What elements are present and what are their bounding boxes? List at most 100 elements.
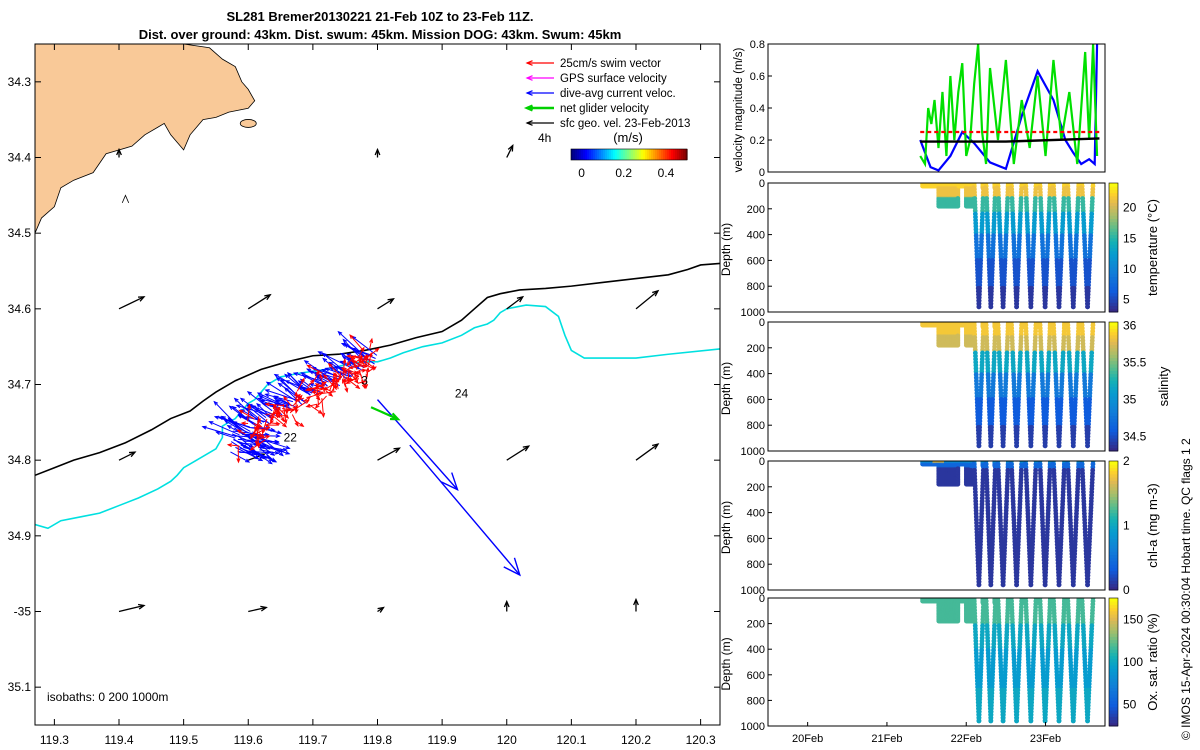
arrow-shaft: [274, 374, 308, 394]
colorbar-cell: [593, 149, 596, 160]
arrow-head: [264, 393, 270, 398]
section-colorbar-cell: [1109, 253, 1118, 258]
arrow-shaft: [265, 393, 294, 403]
section-colorbar-cell: [1109, 215, 1118, 219]
arrow-head: [350, 347, 356, 352]
current-vector: [264, 389, 300, 402]
swim-vector: [281, 408, 296, 413]
isobath-note: isobaths: 0 200 1000m: [47, 690, 168, 704]
arrow-shaft: [240, 444, 273, 461]
legend-arrow: [525, 120, 554, 126]
arrow-head: [272, 458, 278, 463]
arrow-shaft: [343, 367, 358, 375]
section-y-tick-label: 0: [759, 317, 765, 329]
swim-vector: [342, 374, 349, 393]
arrow-head: [116, 147, 122, 156]
section-colorbar-cell: [1109, 195, 1118, 200]
section-y-tick-label: 1000: [741, 307, 765, 319]
arrow-head: [273, 397, 279, 402]
arrow-head: [354, 378, 359, 384]
section-sample: [976, 443, 982, 449]
arrow-shaft: [369, 338, 373, 349]
section-sample: [1078, 185, 1084, 191]
arrow-shaft: [268, 407, 281, 418]
arrow-shaft: [287, 372, 311, 396]
arrow-shaft: [342, 378, 360, 382]
arrow-head: [342, 338, 348, 344]
swim-vector: [226, 443, 240, 448]
section-sample: [1036, 324, 1042, 330]
arrow-head: [275, 406, 281, 412]
arrow-head: [264, 389, 270, 393]
colorbar-cell: [599, 149, 602, 160]
geo-velocity-vector: [118, 451, 137, 461]
current-vector: [264, 393, 294, 403]
section-colorbar-cell: [1109, 260, 1118, 265]
colorbar-cell: [641, 149, 644, 160]
arrow-shaft: [376, 399, 459, 491]
arrow-head: [274, 450, 280, 455]
colorbar-cell: [585, 149, 588, 160]
arrow-head: [525, 120, 533, 126]
arrow-shaft: [318, 351, 353, 369]
arrow-head: [357, 360, 364, 365]
current-vector: [201, 425, 237, 438]
swim-vector: [294, 404, 299, 414]
arrow-head: [522, 445, 531, 452]
arrow-head: [232, 421, 238, 426]
swim-vector: [294, 397, 305, 402]
section-sample: [970, 324, 976, 330]
arrow-head: [270, 419, 274, 425]
colorbar-cell: [619, 149, 622, 160]
arrow-head: [254, 455, 260, 460]
arrow-head: [292, 372, 299, 377]
arrow-shaft: [370, 406, 399, 421]
section-sample: [1056, 443, 1062, 449]
arrow-head: [358, 354, 363, 360]
section-sample: [982, 185, 988, 191]
arrow-head: [275, 413, 281, 419]
geo-velocity-vector: [506, 295, 525, 310]
section-colorbar-cell: [1109, 325, 1118, 329]
arrow-head: [260, 605, 268, 612]
current-vector: [208, 421, 240, 436]
arrow-head: [341, 378, 348, 383]
swim-vector: [363, 357, 376, 362]
section-sample: [1014, 304, 1019, 310]
section-content: [920, 183, 1096, 310]
arrow-shaft: [284, 387, 303, 406]
velocity-series-line: [919, 44, 1099, 172]
colorbar-cell: [629, 149, 632, 160]
arrow-shaft: [304, 360, 336, 383]
colorbar-tick-label: 0.4: [658, 166, 675, 180]
section-colorbar-cell: [1109, 357, 1118, 362]
arrow-shaft: [307, 379, 315, 387]
arrow-head: [265, 381, 271, 386]
arrow-head: [261, 402, 267, 407]
colorbar-cell: [671, 149, 674, 160]
velocity-y-tick-label: 0.4: [750, 103, 765, 115]
section-colorbar-cell: [1109, 347, 1118, 352]
arrow-head: [362, 364, 369, 369]
colorbar-label: (m/s): [613, 130, 643, 145]
colorbar-cell: [611, 149, 614, 160]
swim-vector: [302, 396, 312, 402]
swim-vector: [327, 362, 342, 377]
section-sample: [1070, 443, 1076, 449]
arrow-head: [306, 396, 312, 401]
arrow-shaft: [285, 380, 316, 394]
section-content: [920, 322, 1096, 449]
swim-vector: [349, 380, 361, 390]
arrow-head: [297, 380, 303, 385]
section-colorbar-cell: [1109, 425, 1118, 429]
section-sample: [955, 481, 961, 487]
swim-vector: [358, 346, 365, 357]
arrow-head: [305, 368, 312, 373]
arrow-shaft: [269, 422, 280, 425]
arrow-head: [285, 445, 291, 450]
current-vector: [284, 380, 316, 394]
arrow-shaft: [342, 359, 346, 375]
section-colorbar-cell: [1109, 289, 1118, 294]
x-tick-label: 119.4: [104, 733, 133, 747]
arrow-head: [304, 387, 311, 392]
